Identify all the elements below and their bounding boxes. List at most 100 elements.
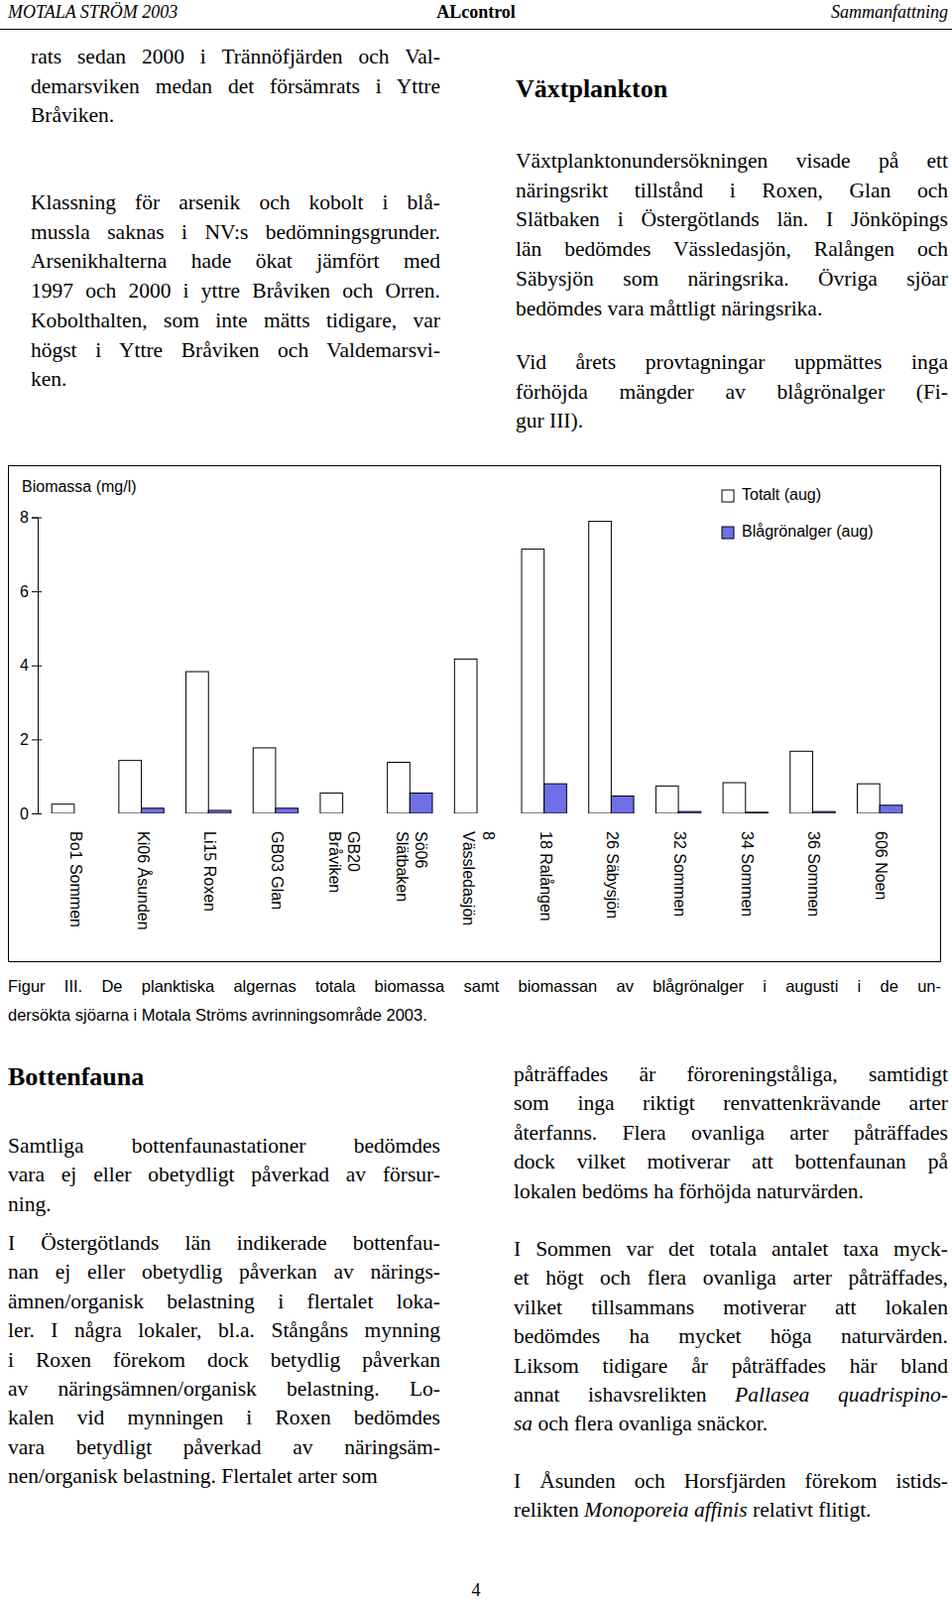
bar: [476, 813, 500, 815]
text: ken.: [30, 366, 67, 391]
text: Figur III. De planktiska algernas totala…: [7, 976, 942, 995]
bar: [74, 813, 98, 815]
y-tick: 8: [19, 508, 42, 526]
text: Kobolthalten, som inte mätts tidigare, v…: [30, 308, 441, 333]
text: vara ej eller obetydligt påverkad av för…: [7, 1162, 441, 1187]
bar: [343, 813, 366, 815]
paragraph-line: Slätbaken i Östergötlands län. I Jönköpi…: [515, 204, 949, 235]
paragraph-line: dock vilket motiverar att bottenfaunan p…: [513, 1146, 949, 1177]
paragraph-line: bedömdes ha mycket höga naturvärden.: [513, 1320, 949, 1351]
line-content: Växtplankton: [515, 74, 668, 104]
text: ning.: [7, 1191, 52, 1216]
y-axis: 02468: [19, 508, 42, 823]
paragraph-line: Säbysjön som näringsrika. Övriga sjöar: [515, 263, 949, 294]
line-content: sa och flera ovanliga snäckor.: [513, 1411, 768, 1435]
y-tick-label: 2: [19, 730, 29, 748]
line-content: I Sommen var det totala antalet taxa myc…: [513, 1236, 949, 1261]
bar: [387, 762, 411, 814]
line-content: 4: [472, 1579, 481, 1600]
text: Bottenfauna: [7, 1062, 144, 1091]
line-content: Växtplanktonundersökningen visade på ett: [515, 148, 949, 173]
paragraph-line: et högt och flera ovanliga arter påträff…: [513, 1262, 949, 1293]
paragraph-line: i Roxen förekom dock betydlig påverkan: [7, 1344, 441, 1375]
text: rats sedan 2000 i Trännöfjärden och Val-: [30, 44, 441, 69]
bar: [208, 810, 232, 814]
line-content: 1997 och 2000 i yttre Bråviken och Orren…: [30, 278, 441, 303]
chart-frame: [8, 466, 942, 962]
bar: [722, 782, 746, 814]
x-tick-label: 606 Noen: [872, 831, 890, 900]
line-content: lokalen bedöms ha förhöjda naturvärden.: [513, 1179, 864, 1203]
line-content: som inga riktigt renvattenkrävande arter: [513, 1090, 949, 1115]
paragraph-line: demarsviken medan det försämrats i Yttre: [30, 71, 441, 102]
text: Vid årets provtagningar uppmättes inga: [515, 350, 949, 374]
line-content: Bottenfauna: [7, 1062, 144, 1091]
x-tick-label: 18 Ralången: [536, 831, 554, 922]
heading: Bottenfauna: [7, 1062, 441, 1092]
paragraph-line: annat ishavsrelikten Pallasea quadrispin…: [513, 1379, 949, 1410]
bar: [745, 812, 769, 814]
line-content: nan ej eller obetydlig påverkan av närin…: [7, 1259, 441, 1284]
line-content: annat ishavsrelikten Pallasea quadrispin…: [513, 1382, 949, 1407]
text: ler. I några lokaler, bl.a. Stångåns myn…: [7, 1317, 441, 1342]
line-content: dock vilket motiverar att bottenfaunan p…: [513, 1149, 949, 1174]
paragraph-line: gur III).: [515, 405, 949, 436]
paragraph-line: kalen vid mynningen i Roxen bedömdes: [7, 1402, 441, 1432]
caption-line: Figur III. De planktiska algernas totala…: [7, 970, 942, 1001]
line-content: rats sedan 2000 i Trännöfjärden och Val-: [30, 44, 441, 69]
paragraph-line: rats sedan 2000 i Trännöfjärden och Val-: [30, 41, 441, 72]
line-content: MOTALA STRÖM 2003: [7, 1, 178, 22]
line-content: högst i Yttre Bråviken och Valdemarsvi-: [30, 338, 441, 362]
text: Växtplankton: [515, 74, 668, 104]
paragraph-line: av näringsämnen/organisk belastning. Lo-: [7, 1373, 441, 1404]
bar: [320, 792, 344, 814]
text: bedömdes vara måttligt näringsrika.: [515, 296, 823, 321]
bar: [141, 808, 165, 814]
bar: [119, 760, 142, 814]
text: vilket tillsammans motiverar att lokalen: [513, 1295, 949, 1319]
paragraph-line: Växtplanktonundersökningen visade på ett: [515, 145, 949, 176]
text: kalen vid mynningen i Roxen bedömdes: [7, 1405, 441, 1429]
y-tick: 2: [19, 730, 42, 748]
line-content: relikten Monoporeia affinis relativt fli…: [513, 1497, 871, 1522]
bar: [51, 804, 75, 814]
x-tick-label: GB03 Glan: [268, 831, 286, 910]
bar: [521, 549, 545, 814]
paragraph-line: nen/organisk belastning. Flertalet arter…: [7, 1460, 441, 1491]
legend-swatch: [721, 489, 734, 502]
line-content: återfanns. Flera ovanliga arter påträffa…: [513, 1120, 949, 1145]
text: lokalen bedöms ha förhöjda naturvärden.: [513, 1179, 864, 1203]
line-content: bedömdes vara måttligt näringsrika.: [515, 296, 823, 321]
line-content: län bedömdes Vässledasjön, Ralången och: [515, 237, 949, 261]
text: gur III).: [515, 408, 584, 433]
paragraph-line: Klassning för arsenik och kobolt i blå-: [30, 187, 441, 218]
italic-text: sa: [513, 1411, 533, 1435]
line-content: ler. I några lokaler, bl.a. Stångåns myn…: [7, 1317, 441, 1342]
x-tick-label: 8Vässledasjön: [460, 831, 496, 926]
bar: [812, 811, 835, 814]
bar: [252, 747, 276, 814]
line-content: Bråviken.: [30, 103, 115, 127]
bar: [655, 785, 679, 814]
paragraph-line: Liksom tidigare år påträffades här bland: [513, 1350, 949, 1381]
text: annat ishavsrelikten: [513, 1382, 735, 1407]
line-content: förhöjda mängder av blågrönalger (Fi-: [515, 379, 949, 404]
paragraph-line: sa och flera ovanliga snäckor.: [513, 1408, 949, 1438]
text: nan ej eller obetydlig påverkan av närin…: [7, 1259, 441, 1284]
line-content: påträffades är föroreningståliga, samtid…: [513, 1062, 949, 1086]
paragraph-line: Bråviken.: [30, 100, 441, 130]
paragraph-line: ämnen/organisk belastning i flertalet lo…: [7, 1286, 441, 1316]
x-tick-label: Bo1 Sommen: [67, 831, 85, 928]
text: dersökta sjöarna i Motala Ströms avrinni…: [7, 1005, 428, 1024]
italic-text: Monoporeia affinis: [584, 1497, 748, 1522]
paragraph-line: vara ej eller obetydligt påverkad av för…: [7, 1159, 441, 1190]
y-tick-label: 6: [19, 583, 29, 600]
paragraph-line: I Åsunden och Horsfjärden förekom istids…: [513, 1465, 949, 1496]
line-content: bedömdes ha mycket höga naturvärden.: [513, 1323, 949, 1348]
text: relikten: [513, 1497, 585, 1522]
text: bedömdes ha mycket höga naturvärden.: [513, 1323, 949, 1348]
text: demarsviken medan det försämrats i Yttre: [30, 74, 441, 99]
paragraph-line: högst i Yttre Bråviken och Valdemarsvi-: [30, 335, 441, 365]
line-content: ning.: [7, 1191, 52, 1216]
line-content: demarsviken medan det försämrats i Yttre: [30, 74, 441, 99]
